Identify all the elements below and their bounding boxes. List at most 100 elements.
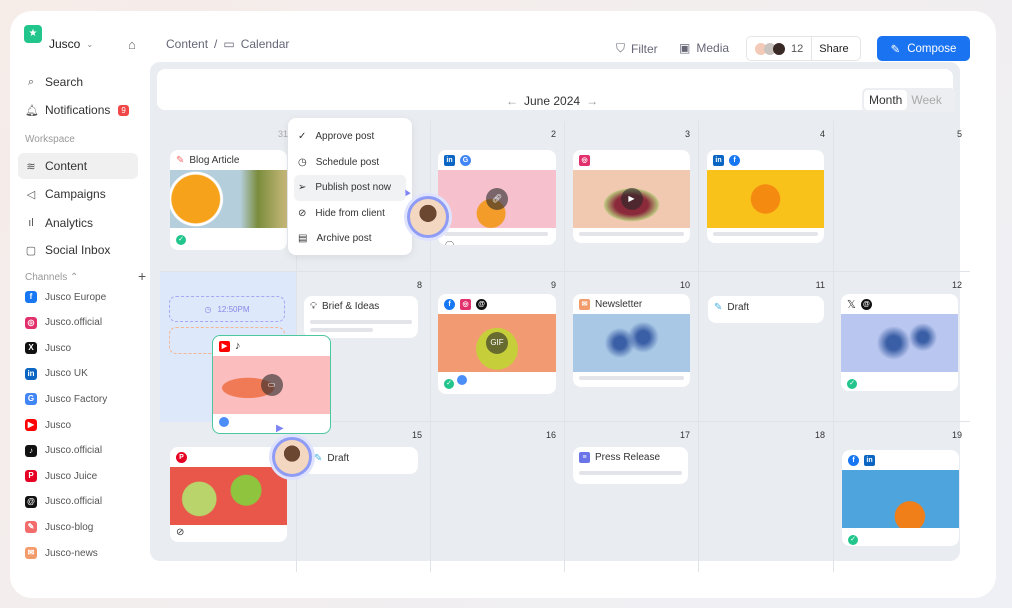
channel-item[interactable]: in Jusco UK [25, 367, 88, 380]
collaborator-cursor-avatar [407, 196, 449, 238]
workspace-logo[interactable]: ★ [24, 25, 42, 43]
sidebar-item-notifications[interactable]: 🔔︎ Notifications 9 [18, 97, 138, 123]
post-image [170, 170, 287, 228]
view-week[interactable]: Week [911, 93, 942, 107]
send-icon: ➢ [298, 182, 307, 194]
menu-approve-post[interactable]: ✓ Approve post [298, 131, 375, 143]
press-icon: ≡ [579, 451, 590, 463]
day-number: 15 [411, 430, 422, 440]
menu-schedule-post[interactable]: ◷ Schedule post [298, 156, 380, 168]
calendar-day-cell[interactable]: 16 [431, 422, 565, 572]
calendar-day-cell[interactable]: 8 [297, 272, 431, 422]
post-card[interactable]: ◎ ▶ [573, 150, 690, 243]
sidebar-item-campaigns[interactable]: ◁ Campaigns [26, 187, 106, 201]
channel-item[interactable]: ✉ Jusco-news [25, 547, 98, 559]
sidebar-item-social-inbox[interactable]: ▢ Social Inbox [25, 243, 111, 257]
post-card-brief[interactable]: 💡︎ Brief & Ideas [304, 296, 418, 338]
calendar-day-cell[interactable]: 2 [431, 121, 565, 272]
notification-badge: 9 [118, 104, 129, 116]
channel-item[interactable]: @ Jusco.official [25, 495, 102, 508]
post-image [842, 470, 959, 528]
calendar-day-cell[interactable] [160, 422, 297, 572]
channel-item[interactable]: G Jusco Factory [25, 393, 107, 406]
post-card[interactable]: f in ✓ [842, 450, 959, 546]
dragged-post-card[interactable]: ▶ ♪ ▭ [212, 335, 331, 434]
post-image [841, 314, 958, 372]
layers-icon: ≋ [26, 160, 36, 173]
approved-icon: ✓ [444, 379, 454, 389]
media-button[interactable]: ▣ Media [679, 41, 730, 55]
instagram-icon: ◎ [579, 154, 590, 166]
channel-item[interactable]: ✎ Jusco-blog [25, 521, 93, 534]
post-image: GIF [438, 314, 556, 372]
calendar-day-cell[interactable]: 11 [699, 272, 834, 422]
channel-item[interactable]: ◎ Jusco.official [25, 316, 102, 329]
view-month[interactable]: Month [864, 90, 908, 110]
post-card[interactable]: 𝕏 @ ✓ [841, 294, 958, 391]
menu-hide-from-client[interactable]: ⊘ Hide from client [298, 207, 385, 219]
reel-icon: ▶ [620, 188, 643, 210]
pen-icon: ✎ [890, 43, 901, 56]
breadcrumb-content[interactable]: Content [166, 37, 209, 51]
chart-icon: ıl [28, 217, 34, 229]
sidebar-item-search[interactable]: ⌕ Search [18, 69, 138, 95]
tiktok-icon: ♪ [25, 444, 37, 457]
channel-item[interactable]: P Jusco Juice [25, 470, 97, 483]
home-icon[interactable]: ⌂ [128, 37, 136, 52]
post-card-draft[interactable]: ✎ Draft [708, 296, 824, 323]
filter-button[interactable]: ⛉ Filter [616, 41, 658, 56]
menu-archive-post[interactable]: ▤ Archive post [298, 233, 372, 245]
approved-icon: ✓ [176, 235, 186, 245]
post-card[interactable]: P ⊘ [170, 447, 287, 542]
prev-month-arrow[interactable]: ← [506, 94, 518, 108]
workspace-switcher[interactable]: Jusco ⌄ [49, 37, 93, 51]
collaborator-count: 12 [791, 42, 804, 55]
add-channel-icon[interactable]: + [138, 268, 147, 284]
day-number: 16 [545, 430, 556, 440]
post-image [170, 467, 287, 525]
pinterest-icon: P [25, 470, 37, 483]
collaborator-avatars[interactable] [747, 42, 785, 55]
calendar-day-cell[interactable]: 3 [565, 121, 699, 272]
day-number: 12 [951, 280, 962, 290]
calendar-day-cell[interactable]: 18 [699, 422, 834, 572]
calendar-day-cell[interactable]: 9 [431, 272, 565, 422]
calendar-day-cell[interactable]: 10 [565, 272, 699, 422]
post-card-press[interactable]: ≡ Press Release [573, 447, 688, 484]
x-icon: X [25, 342, 37, 355]
post-card-draft[interactable]: ✎ Draft [304, 447, 418, 474]
post-card[interactable]: in f [707, 150, 824, 243]
channel-item[interactable]: ▶ Jusco [25, 419, 71, 431]
inbox-icon: ▢ [25, 244, 37, 257]
workspace-name: Jusco [49, 37, 81, 51]
calendar-day-cell[interactable]: 4 [699, 121, 834, 272]
post-card[interactable]: in G 🔗︎ 🗨︎ [438, 150, 556, 245]
calendar-day-cell[interactable]: 19 [834, 422, 970, 572]
menu-publish-now[interactable]: ➢ Publish post now [294, 175, 406, 201]
channel-item[interactable]: f Jusco Europe [25, 291, 106, 303]
scheduled-icon [457, 375, 468, 385]
calendar-day-cell[interactable]: 5 [834, 121, 970, 272]
post-card[interactable]: f ◎ @ GIF ✓ [438, 294, 556, 394]
sidebar-item-content[interactable]: ≋ Content [18, 153, 138, 179]
channels-label[interactable]: Channels ⌃ [25, 272, 79, 283]
facebook-icon: f [444, 298, 455, 310]
media-icon: ▣ [679, 41, 691, 55]
next-month-arrow[interactable]: → [586, 94, 599, 108]
calendar-day-cell[interactable]: 15 [297, 422, 431, 572]
channel-item[interactable]: ♪ Jusco.official [25, 444, 102, 457]
post-card-blog[interactable]: ✎ Blog Article ✓ [170, 150, 287, 250]
post-image: ▭ [213, 356, 330, 414]
filter-icon: ⛉ [616, 41, 626, 55]
scheduled-slot[interactable]: ◷ 12:50PM [169, 296, 285, 322]
calendar-day-cell[interactable]: 12 [834, 272, 970, 422]
channel-item[interactable]: X Jusco [25, 342, 71, 355]
calendar-day-cell[interactable]: 17 [565, 422, 699, 572]
compose-button[interactable]: ✎ Compose [877, 36, 970, 61]
calendar-icon: ▭ [223, 37, 235, 51]
sidebar-item-analytics[interactable]: ıl Analytics [18, 210, 138, 236]
newsletter-icon: ✉ [25, 547, 37, 559]
share-button[interactable]: Share [811, 37, 849, 60]
post-card-newsletter[interactable]: ✉ Newsletter [573, 294, 690, 387]
day-number: 17 [679, 430, 690, 440]
